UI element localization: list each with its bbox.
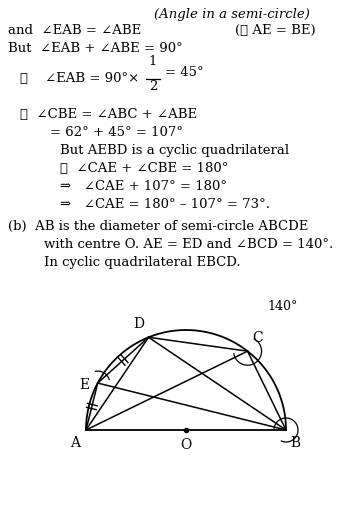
Text: D: D xyxy=(133,317,145,331)
Text: B: B xyxy=(290,436,300,450)
Text: E: E xyxy=(80,378,90,392)
Text: A: A xyxy=(70,436,80,450)
Text: 1: 1 xyxy=(149,55,157,68)
Text: O: O xyxy=(180,438,191,452)
Text: 140°: 140° xyxy=(268,300,298,313)
Text: and  ∠EAB = ∠ABE: and ∠EAB = ∠ABE xyxy=(8,24,141,37)
Text: (∴ AE = BE): (∴ AE = BE) xyxy=(235,24,316,37)
Text: ∴  ∠CBE = ∠ABC + ∠ABE: ∴ ∠CBE = ∠ABC + ∠ABE xyxy=(20,108,197,121)
Text: ⇒   ∠CAE + 107° = 180°: ⇒ ∠CAE + 107° = 180° xyxy=(60,180,227,193)
Text: = 62° + 45° = 107°: = 62° + 45° = 107° xyxy=(50,126,183,139)
Text: = 45°: = 45° xyxy=(165,66,203,78)
Text: In cyclic quadrilateral EBCD.: In cyclic quadrilateral EBCD. xyxy=(44,256,241,269)
Text: ∴    ∠EAB = 90°×: ∴ ∠EAB = 90°× xyxy=(20,72,139,85)
Text: C: C xyxy=(253,331,263,345)
Text: with centre O. AE = ED and ∠BCD = 140°.: with centre O. AE = ED and ∠BCD = 140°. xyxy=(44,238,333,251)
Text: But  ∠EAB + ∠ABE = 90°: But ∠EAB + ∠ABE = 90° xyxy=(8,42,183,55)
Text: 2: 2 xyxy=(149,80,157,93)
Text: (Angle in a semi-circle): (Angle in a semi-circle) xyxy=(154,8,310,21)
Text: (b)  AB is the diameter of semi-circle ABCDE: (b) AB is the diameter of semi-circle AB… xyxy=(8,220,308,233)
Text: ⇒   ∠CAE = 180° – 107° = 73°.: ⇒ ∠CAE = 180° – 107° = 73°. xyxy=(60,198,270,211)
Text: But AEBD is a cyclic quadrilateral: But AEBD is a cyclic quadrilateral xyxy=(60,144,289,157)
Text: ∴  ∠CAE + ∠CBE = 180°: ∴ ∠CAE + ∠CBE = 180° xyxy=(60,162,228,175)
